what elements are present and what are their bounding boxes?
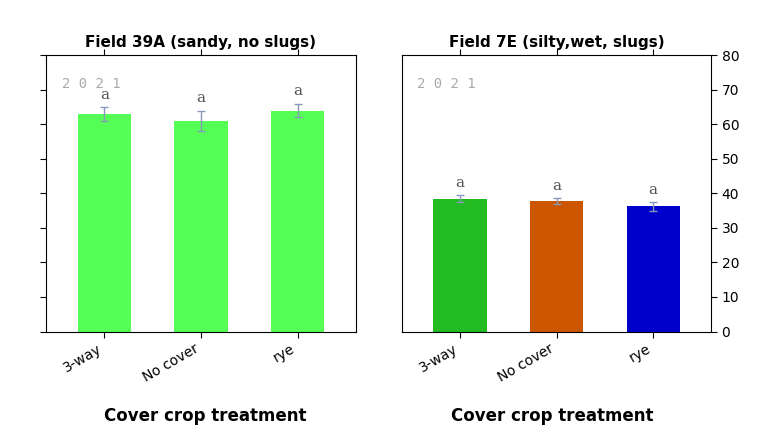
Bar (271, 110, 324, 332)
Title: Field 39A (sandy, no slugs): Field 39A (sandy, no slugs) (86, 35, 316, 50)
Bar (627, 207, 679, 332)
Text: a: a (196, 91, 206, 105)
Text: Cover crop treatment: Cover crop treatment (104, 407, 306, 425)
Text: a: a (100, 88, 109, 102)
Text: a: a (649, 183, 658, 197)
Bar (175, 121, 227, 332)
Text: a: a (293, 85, 302, 99)
Text: 2 0 2 1: 2 0 2 1 (62, 77, 121, 91)
Text: Cover crop treatment: Cover crop treatment (451, 407, 654, 425)
Text: a: a (552, 179, 561, 193)
Text: 2 0 2 1: 2 0 2 1 (417, 77, 476, 91)
Bar (434, 198, 486, 332)
Text: a: a (455, 176, 465, 190)
Title: Field 7E (silty,wet, slugs): Field 7E (silty,wet, slugs) (449, 35, 664, 50)
Bar (78, 114, 131, 332)
Bar (530, 201, 583, 332)
